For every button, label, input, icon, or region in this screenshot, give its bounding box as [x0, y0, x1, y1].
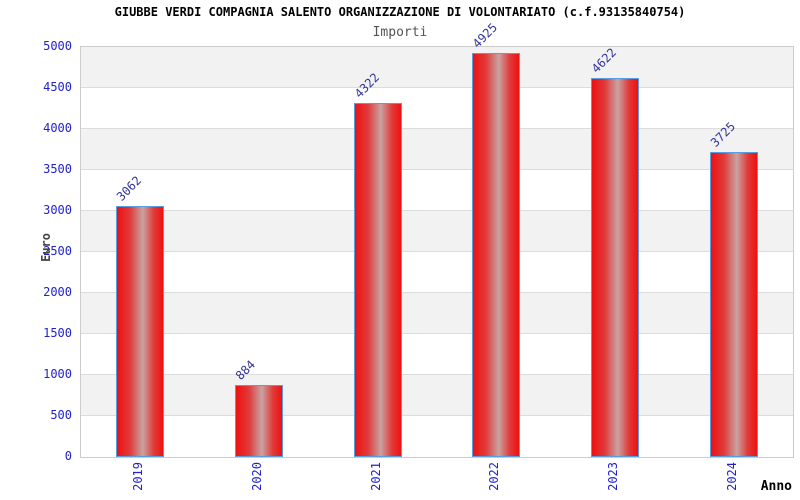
y-tick-label: 2500 [43, 244, 72, 258]
y-tick-label: 0 [64, 449, 72, 463]
y-tick-label: 2000 [43, 285, 72, 299]
y-tick-label: 3500 [43, 162, 72, 176]
y-tick-label: 1500 [43, 326, 72, 340]
bar-2020 [235, 384, 283, 457]
grid-band [81, 252, 793, 293]
chart-subtitle: Importi [372, 25, 428, 40]
grid-band [81, 170, 793, 211]
x-tick-label: 2024 [724, 462, 739, 491]
y-tick-label: 4500 [43, 80, 72, 94]
plot-area: 3062 884 4322 4925 4622 3725 [80, 21, 794, 458]
grid-band [81, 293, 793, 334]
y-axis-title: Euro [39, 233, 53, 262]
y-tick-label: 1000 [43, 367, 72, 381]
y-tick-label: 3000 [43, 203, 72, 217]
grid-band [81, 129, 793, 170]
bar-2021 [353, 102, 402, 457]
chart-title: GIUBBE VERDI COMPAGNIA SALENTO ORGANIZZA… [114, 5, 686, 19]
x-tick-label: 2021 [368, 462, 383, 491]
x-tick-label: 2022 [487, 462, 502, 491]
x-axis-title: Anno [760, 479, 792, 494]
bar-2023 [591, 78, 639, 457]
x-tick-label: 2019 [131, 462, 146, 491]
y-tick-label: 4000 [43, 121, 72, 135]
x-tick-label: 2023 [606, 462, 620, 491]
grid-band [81, 88, 793, 129]
grid-band [81, 47, 793, 88]
x-tick-label: 2020 [250, 462, 264, 491]
grid-band [81, 211, 793, 252]
grid-band [81, 416, 793, 457]
bar-2022 [472, 53, 521, 457]
y-tick-label: 500 [50, 408, 72, 422]
y-tick-label: 5000 [43, 39, 72, 53]
bar-2019 [116, 205, 165, 457]
bar-2024 [709, 151, 758, 457]
grid-band [81, 375, 793, 416]
grid-band [81, 334, 793, 375]
